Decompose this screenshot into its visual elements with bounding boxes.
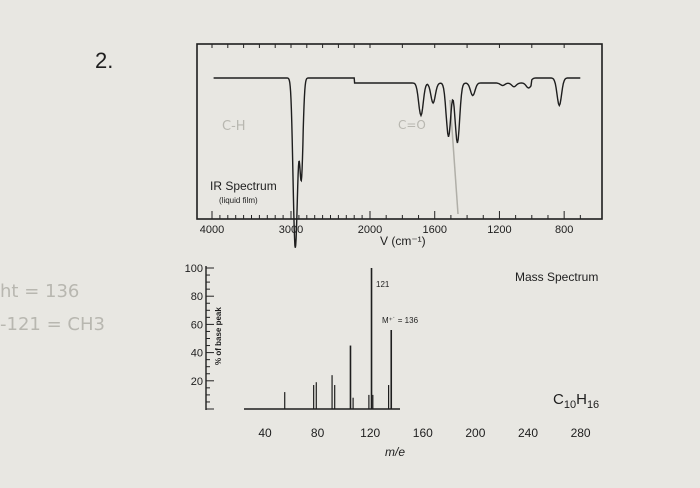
formula-h: H	[576, 391, 587, 408]
ch-annotation: C-H	[222, 119, 246, 134]
ms-y-tick-label-40: 40	[191, 348, 203, 360]
co-annotation: C=O	[398, 118, 426, 132]
ir-subtitle: (liquid film)	[219, 196, 258, 205]
ms-x-tick-label-200: 200	[465, 426, 485, 440]
formula-sub-16: 16	[587, 399, 599, 411]
ms-x-tick-label-240: 240	[518, 426, 538, 440]
note-line-2: -121 = CH3	[0, 314, 105, 335]
note-line-1: ht = 136	[0, 281, 79, 302]
ms-formula: C10H16	[553, 391, 599, 411]
ir-xlabel: V (cm⁻¹)	[380, 234, 426, 248]
ms-ylabel: % of base peak	[214, 307, 223, 365]
problem-number: 2.	[95, 48, 113, 73]
ms-y-tick-label-80: 80	[191, 291, 203, 303]
ir-frame	[196, 43, 603, 220]
mass-spectrum-panel: 20 40 60 80 100 % of base peak Mass Spectrum…	[185, 263, 600, 459]
ms-x-tick-label-280: 280	[571, 426, 591, 440]
ms-x-tick-label-40: 40	[258, 426, 272, 440]
ms-x-tick-label-160: 160	[413, 426, 433, 440]
ir-axis-ticks	[211, 44, 581, 219]
ms-title: Mass Spectrum	[515, 270, 598, 284]
ms-annotation-molecular-ion: M⁺˙ = 136	[382, 316, 419, 325]
ir-trace	[213, 77, 581, 248]
ms-y-tick-label-100: 100	[185, 263, 203, 275]
ms-y-tick-label-20: 20	[191, 376, 203, 388]
ir-tick-label-800: 800	[555, 224, 573, 236]
pencil-mark	[449, 99, 459, 215]
ms-y-ticks	[206, 267, 214, 410]
ir-tick-label-3000: 3000	[279, 224, 303, 236]
ms-peaks	[284, 268, 393, 409]
ms-y-tick-labels: 20 40 60 80 100	[185, 263, 203, 388]
ms-annotation-121: 121	[376, 280, 390, 289]
ms-x-tick-label-80: 80	[311, 426, 325, 440]
ir-tick-label-1200: 1200	[487, 224, 511, 236]
ms-x-tick-label-120: 120	[360, 426, 380, 440]
formula-c: C	[553, 391, 564, 408]
ir-spectrum-panel: C-H C=O IR Spectrum (liquid film) 4000 30…	[196, 43, 603, 248]
ms-xlabel: m/e	[385, 445, 405, 459]
ir-tick-label-4000: 4000	[200, 224, 224, 236]
ir-tick-label-1600: 1600	[422, 224, 446, 236]
formula-sub-10: 10	[564, 399, 576, 411]
ms-y-tick-label-60: 60	[191, 319, 203, 331]
ms-x-tick-labels: 40 80 120 160 200 240 280	[258, 426, 591, 440]
ir-title: IR Spectrum	[210, 179, 277, 193]
ir-tick-label-2000: 2000	[358, 224, 382, 236]
